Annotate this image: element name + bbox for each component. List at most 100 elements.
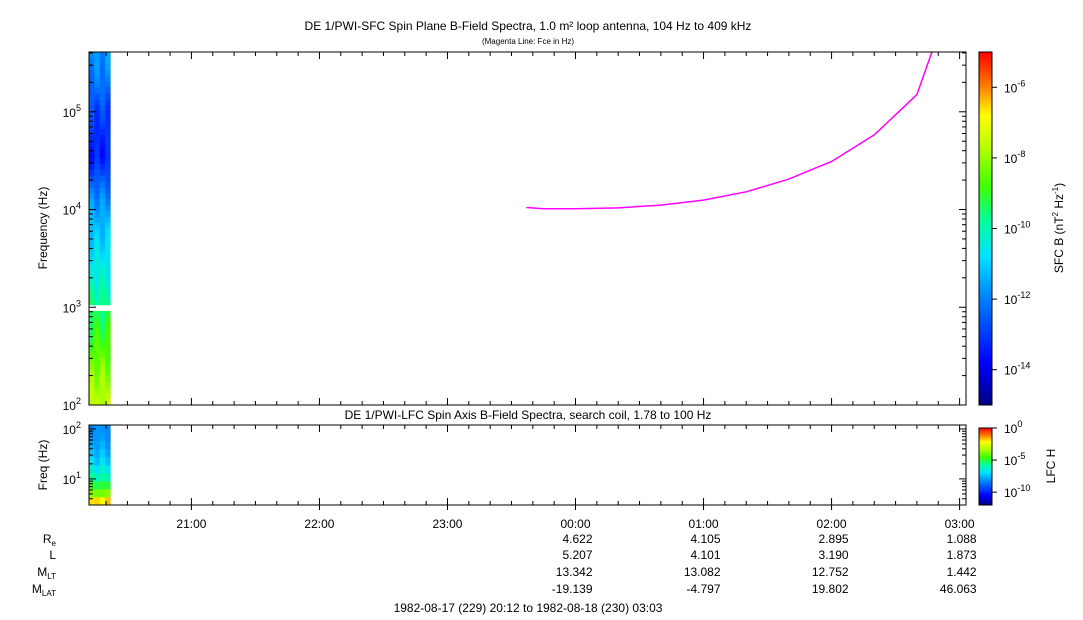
spectrogram-cell	[94, 199, 100, 206]
spectrogram-cell	[89, 293, 95, 300]
spectrogram-cell	[94, 387, 100, 394]
spectrogram-cell	[105, 441, 111, 450]
ephemeris-value: 5.207	[562, 548, 592, 562]
top-colorbar-ticks: 10-6 10-8 10-10 10-12 10-14	[992, 78, 1030, 378]
ephemeris-value: 19.802	[812, 582, 849, 596]
time-axis-ticks	[105, 52, 961, 510]
spectrogram-cell	[99, 152, 106, 159]
spectrogram-cell	[99, 346, 106, 353]
ephemeris-value: 4.101	[691, 548, 721, 562]
spectrogram-cell	[99, 281, 106, 288]
spectrogram-cell	[89, 216, 95, 223]
spectrogram-cell	[99, 181, 106, 188]
top-spectrogram	[89, 52, 111, 406]
spectrogram-cell	[105, 363, 111, 370]
spectrogram-cell	[94, 157, 100, 165]
spectrogram-cell	[99, 222, 106, 229]
spectrogram-cell	[94, 441, 100, 450]
spectrogram-cell	[105, 293, 111, 300]
spectrogram-cell	[99, 140, 106, 147]
spectrogram-cell	[105, 481, 111, 490]
spectrogram-cell	[94, 275, 100, 282]
spectrogram-cell	[94, 433, 100, 442]
spectrogram-cell	[94, 140, 100, 147]
spectrogram-cell	[94, 63, 100, 70]
spectrogram-cell	[105, 387, 111, 394]
spectrogram-cell	[105, 116, 111, 123]
spectrogram-cell	[99, 116, 106, 123]
colorbar-tick-label: 10-10	[1004, 220, 1030, 237]
spectrogram-cell	[94, 328, 100, 335]
spectrogram-cell	[99, 75, 106, 82]
spectrogram-cell	[99, 375, 106, 382]
top-panel-data	[89, 51, 933, 406]
spectrogram-cell	[99, 234, 106, 241]
spectrogram-cell	[89, 328, 95, 335]
spectrogram-cell	[99, 322, 106, 329]
spectrogram-cell	[99, 69, 106, 76]
spectrogram-cell	[94, 393, 100, 400]
spectrogram-cell	[105, 193, 111, 200]
spectrogram-cell	[94, 340, 100, 347]
spectrogram-cell	[99, 157, 106, 165]
spectrogram-cell	[94, 216, 100, 223]
spectrogram-cell	[105, 497, 111, 506]
time-axis-labels: 21:00 22:00 23:00 00:00 01:00 02:00 03:00	[176, 517, 975, 531]
spectrogram-cell	[89, 81, 95, 88]
spectrogram-cell	[99, 441, 106, 450]
spectrogram-cell	[99, 489, 106, 498]
spectrogram-cell	[94, 116, 100, 123]
y-tick-label: 101	[63, 470, 81, 487]
spectrogram-cell	[105, 433, 111, 442]
ephemeris-value: 3.190	[819, 548, 849, 562]
spectrogram-cell	[105, 234, 111, 241]
bottom-panel-frame	[88, 424, 967, 506]
spectrogram-cell	[89, 152, 95, 159]
spectrogram-cell	[89, 441, 95, 450]
spectrogram-cell	[99, 163, 106, 170]
spectrogram-cell	[89, 63, 95, 70]
spectrogram-cell	[99, 334, 106, 341]
spectrogram-cell	[94, 75, 100, 82]
spectrogram-cell	[105, 199, 111, 206]
spectrogram-cell	[99, 81, 106, 88]
spectrogram-cell	[89, 87, 95, 94]
time-tick-label: 00:00	[560, 517, 590, 531]
spectrogram-cell	[89, 110, 95, 118]
spectrogram-cell	[94, 281, 100, 288]
ephemeris-value: 1.088	[947, 532, 977, 546]
bottom-panel-y-axis: 101 102	[63, 420, 966, 506]
spectrogram-cell	[99, 381, 106, 388]
spectrogram-cell	[105, 81, 111, 88]
spectrogram-cell	[94, 228, 100, 235]
spectrogram-cell	[105, 369, 111, 376]
colorbar-tick-label: 100	[1004, 419, 1022, 436]
spectrogram-cell	[105, 287, 111, 294]
spectrogram-cell	[94, 152, 100, 159]
spectrogram-cell	[94, 257, 100, 265]
spectrogram-cell	[94, 122, 100, 129]
spectrogram-cell	[89, 269, 95, 276]
spectrogram-cell	[89, 57, 95, 65]
spectrogram-cell	[99, 199, 106, 206]
colorbar-tick-label: 10-10	[1004, 483, 1030, 500]
spectrogram-cell	[105, 128, 111, 135]
spectrogram-cell	[105, 163, 111, 170]
spectrogram-cell	[89, 322, 95, 329]
spectrogram-cell	[94, 210, 100, 218]
spectrogram-cell	[105, 157, 111, 165]
spectrogram-cell	[99, 257, 106, 265]
spectrogram-cell	[105, 152, 111, 159]
ephemeris-value: 4.105	[691, 532, 721, 546]
spectrogram-cell	[94, 316, 100, 323]
spectrogram-cell	[89, 140, 95, 147]
ephemeris-value: 46.063	[940, 582, 977, 596]
spectrogram-cell	[94, 193, 100, 200]
bottom-colorbar-ticks: 100 10-5 10-10	[992, 419, 1030, 500]
spectrogram-cell	[99, 87, 106, 94]
spectrogram-cell	[89, 369, 95, 376]
spectrogram-cell	[99, 399, 106, 406]
spectrogram-cell	[89, 199, 95, 206]
time-tick-label: 01:00	[689, 517, 719, 531]
spectrogram-cell	[99, 210, 106, 218]
